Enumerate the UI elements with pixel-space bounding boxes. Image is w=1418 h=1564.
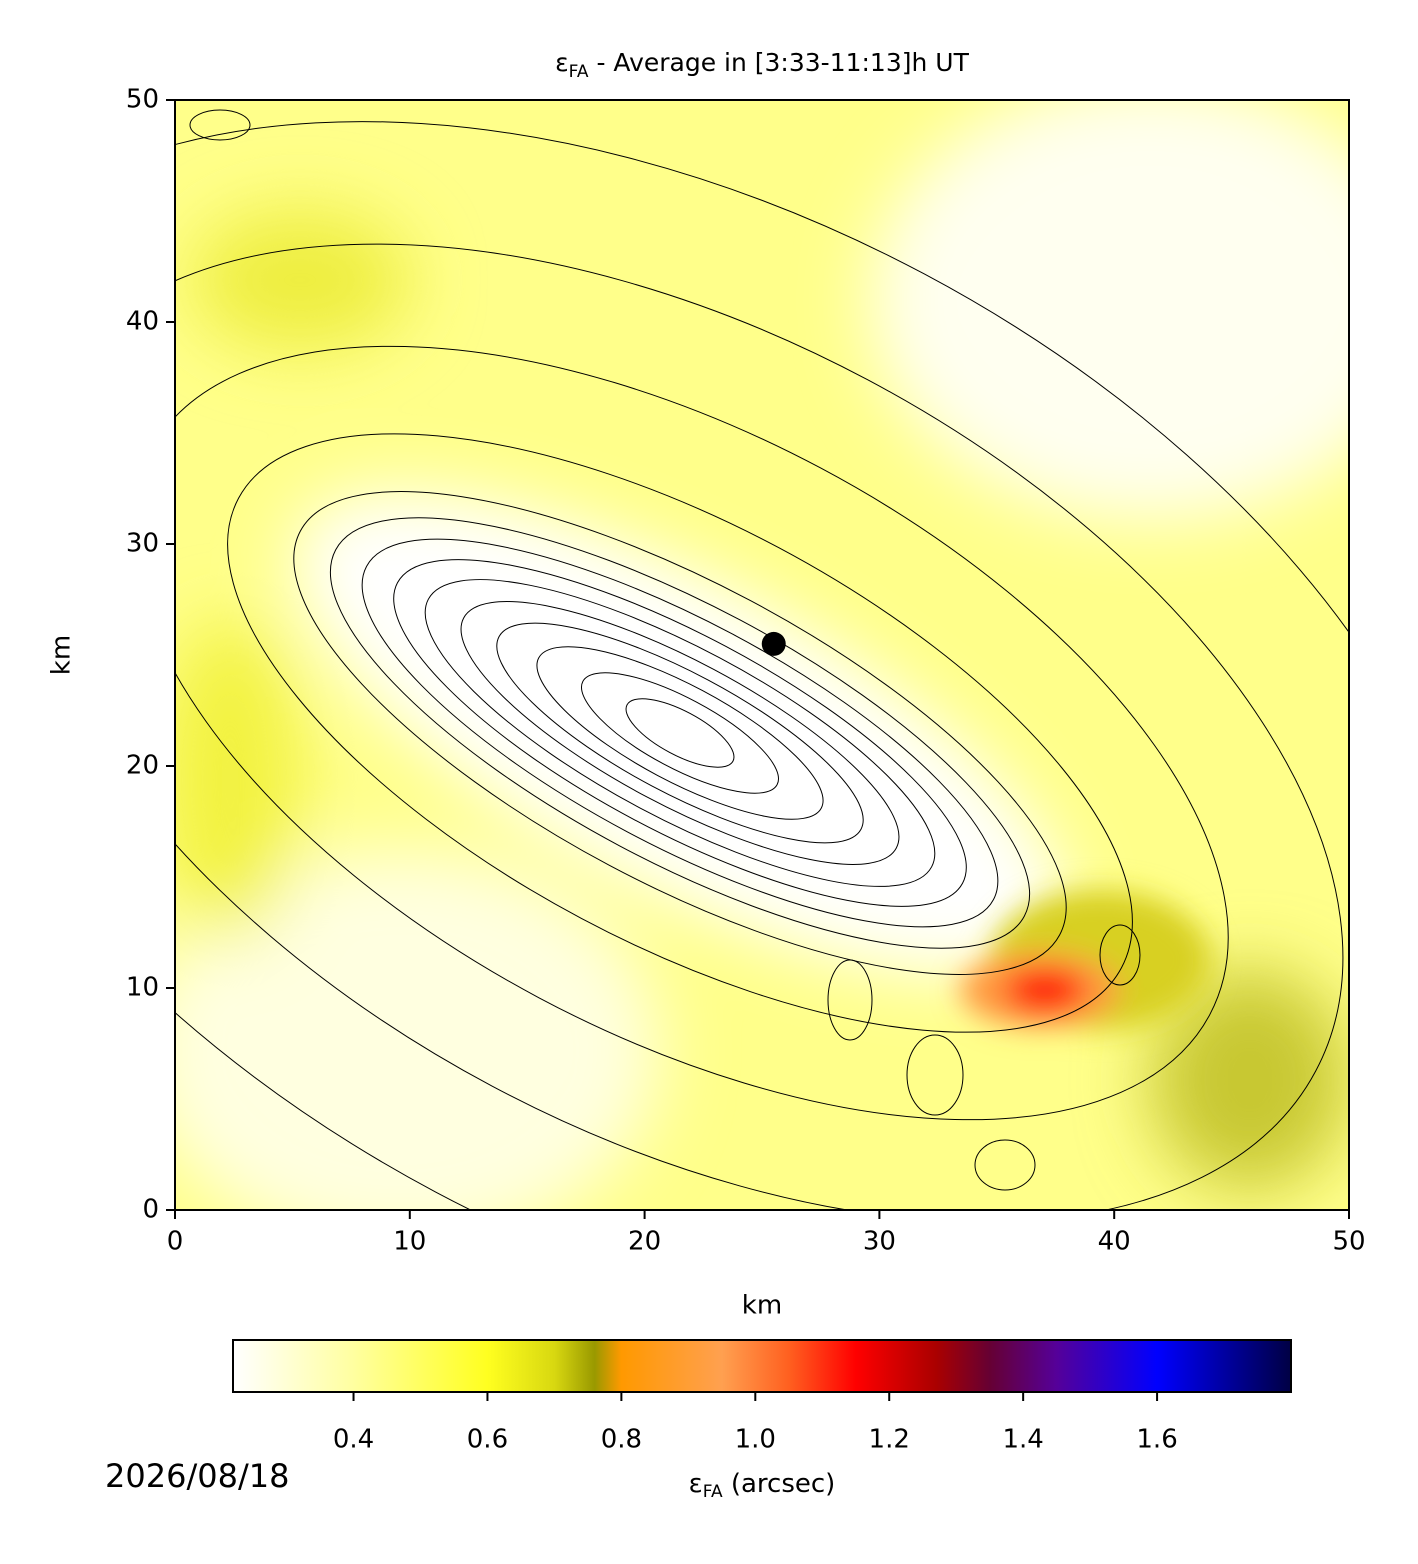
colorbar-tick-label: 0.8 (601, 1425, 642, 1455)
colorbar-tick-label: 1.4 (1002, 1425, 1043, 1455)
y-tick-label: 30 (126, 529, 159, 559)
plot-frame (174, 99, 1350, 1211)
date-annotation: 2026/08/18 (105, 1457, 289, 1495)
point (761, 631, 786, 656)
x-tick-label: 10 (393, 1227, 426, 1257)
y-axis-label: km (47, 635, 77, 675)
y-tick-label: 50 (126, 85, 159, 115)
y-tick-label: 10 (126, 973, 159, 1003)
colorbar-tick-label: 1.6 (1136, 1425, 1177, 1455)
colorbar-tick-label: 1.0 (735, 1425, 776, 1455)
colorbar-tick-label: 1.2 (869, 1425, 910, 1455)
title-symbol: ε (555, 48, 569, 77)
y-tick-label: 40 (126, 307, 159, 337)
field-shading (175, 100, 1349, 1210)
y-tick-label: 0 (142, 1195, 159, 1225)
x-tick-label: 30 (863, 1227, 896, 1257)
colorbar (232, 1339, 1292, 1393)
chart-title: εFA - Average in [3:33-11:13]h UT (555, 48, 969, 82)
colorbar-label-symbol: ε (689, 1469, 703, 1499)
x-tick-label: 0 (167, 1227, 184, 1257)
x-axis-label: km (742, 1291, 782, 1321)
colorbar-label-text: (arcsec) (723, 1469, 836, 1499)
colorbar-tick-label: 0.6 (467, 1425, 508, 1455)
colorbar-label-subscript: FA (703, 1482, 723, 1502)
x-tick-label: 40 (1098, 1227, 1131, 1257)
title-subscript: FA (569, 62, 589, 82)
title-text: - Average in [3:33-11:13]h UT (589, 48, 970, 77)
x-tick-label: 50 (1332, 1227, 1365, 1257)
colorbar-tick-label: 0.4 (333, 1425, 374, 1455)
contours-minor (189, 109, 1141, 1191)
y-tick-label: 20 (126, 751, 159, 781)
colorbar-label: εFA (arcsec) (689, 1469, 836, 1503)
x-tick-label: 20 (628, 1227, 661, 1257)
